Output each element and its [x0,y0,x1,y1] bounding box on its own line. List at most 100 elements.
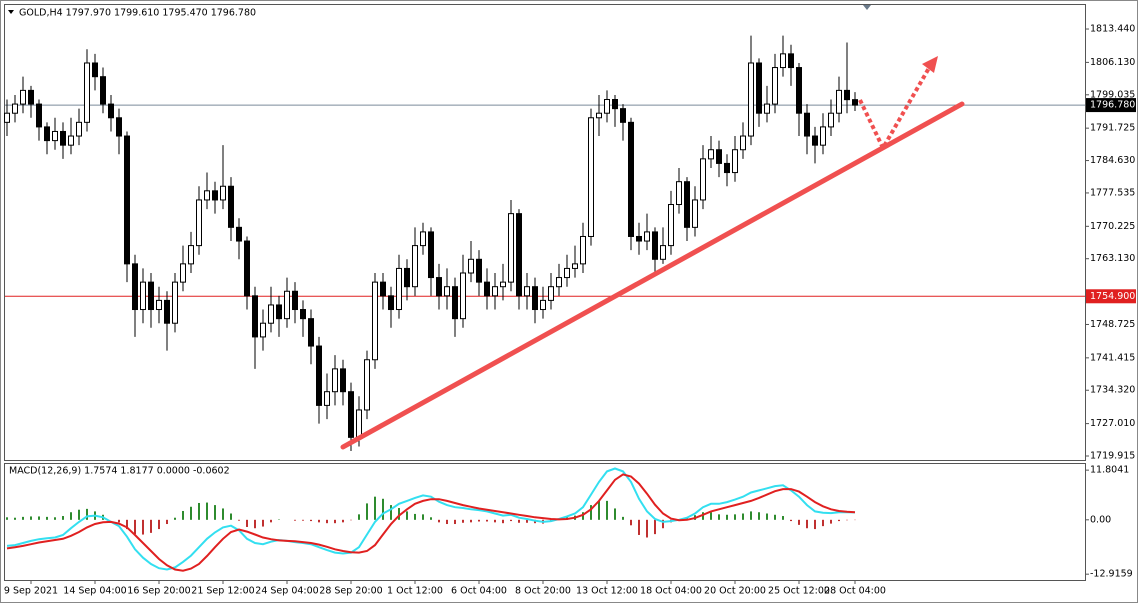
histogram-bar [734,514,736,520]
candle-body [116,117,122,137]
candle-body [652,231,658,260]
candle-body [540,299,546,311]
histogram-bar [430,517,432,520]
histogram-bar [294,519,296,521]
histogram-bar [726,514,728,520]
candle-body [844,89,850,101]
histogram-bar [150,519,152,533]
candle-body [284,290,290,320]
candle-body [100,76,106,105]
candle-body [4,112,10,123]
candle-body [252,295,258,338]
projection-arrowhead [922,56,938,73]
histogram-bar [326,519,328,524]
histogram-bar [494,519,496,523]
candle-body [332,368,338,393]
candle-body [60,130,66,146]
histogram-bar [830,519,832,524]
histogram-bar [334,519,336,524]
symbol-menu-icon [8,10,14,14]
candle-body [428,231,434,279]
histogram-bar [502,519,504,524]
histogram-bar [518,519,520,523]
histogram-bar [182,510,184,520]
y-tick-label: 1770.225 [1090,221,1135,232]
candle-body [308,318,314,347]
candle-body [20,89,26,105]
candle-body [180,263,186,283]
histogram-bar [414,513,416,520]
candle-body [380,281,386,297]
candle-body [76,121,82,137]
histogram-bar [606,500,608,520]
histogram-bar [302,519,304,521]
y-tick-label: 1741.415 [1090,352,1135,363]
candle-body [236,226,242,242]
histogram-bar [446,519,448,525]
candle-body [796,67,802,114]
candle-body [668,204,674,247]
candle-body [396,267,402,311]
candle-body [340,368,346,393]
histogram-bar [582,512,584,520]
x-tick-label: 25 Oct 12:00 [768,586,830,597]
histogram-bar [254,519,256,529]
histogram-bar [422,514,424,520]
candle-body [436,277,442,297]
histogram-bar [118,519,120,523]
histogram-bar [750,511,752,520]
y-tick-label: 1763.130 [1090,253,1135,264]
candle-body [804,112,810,137]
candle-body [812,135,818,146]
candle-body [828,112,834,128]
x-tick-label: 16 Sep 20:00 [127,586,190,597]
candle-body [228,185,234,228]
candle-body [244,240,250,297]
histogram-bar [478,519,480,522]
x-tick-label: 9 Sep 2021 [4,586,58,597]
histogram-bar [174,517,176,520]
candle-body [532,286,538,311]
histogram-bar [614,508,616,520]
candle-body [852,99,858,106]
histogram-bar [590,505,592,520]
candle-body [580,235,586,265]
y-tick-label: 1748.725 [1090,319,1135,330]
x-tick-label: 1 Oct 12:00 [387,586,443,597]
candle-body [684,181,690,228]
histogram-bar [206,502,208,520]
histogram-bar [358,514,360,520]
candle-body [188,245,194,265]
price-label: 1796.780 [1090,100,1135,111]
candle-body [788,53,794,69]
x-tick-label: 18 Oct 04:00 [640,586,702,597]
histogram-bar [238,519,240,521]
candle-body [620,108,626,123]
macd-panel [4,463,1086,581]
candle-body [508,213,514,283]
candle-body [676,181,682,206]
candle-body [164,299,170,324]
candle-body [316,345,322,406]
macd-title: MACD(12,26,9) 1.7574 1.8177 0.0000 -0.06… [9,466,230,477]
price-label: 1754.900 [1090,291,1135,302]
candle-body [740,135,746,151]
histogram-bar [30,516,32,520]
histogram-bar [718,514,720,520]
histogram-bar [214,505,216,520]
candle-body [156,299,162,311]
candle-body [196,199,202,247]
histogram-bar [798,519,800,525]
candle-body [468,258,474,274]
histogram-bar [702,512,704,520]
histogram-bar [686,517,688,520]
candle-body [524,286,530,297]
y-tick-label: 1719.915 [1090,451,1135,462]
histogram-bar [822,519,824,527]
candle-body [708,149,714,160]
histogram-bar [622,516,624,520]
candle-body [28,89,34,105]
histogram-bar [766,513,768,520]
